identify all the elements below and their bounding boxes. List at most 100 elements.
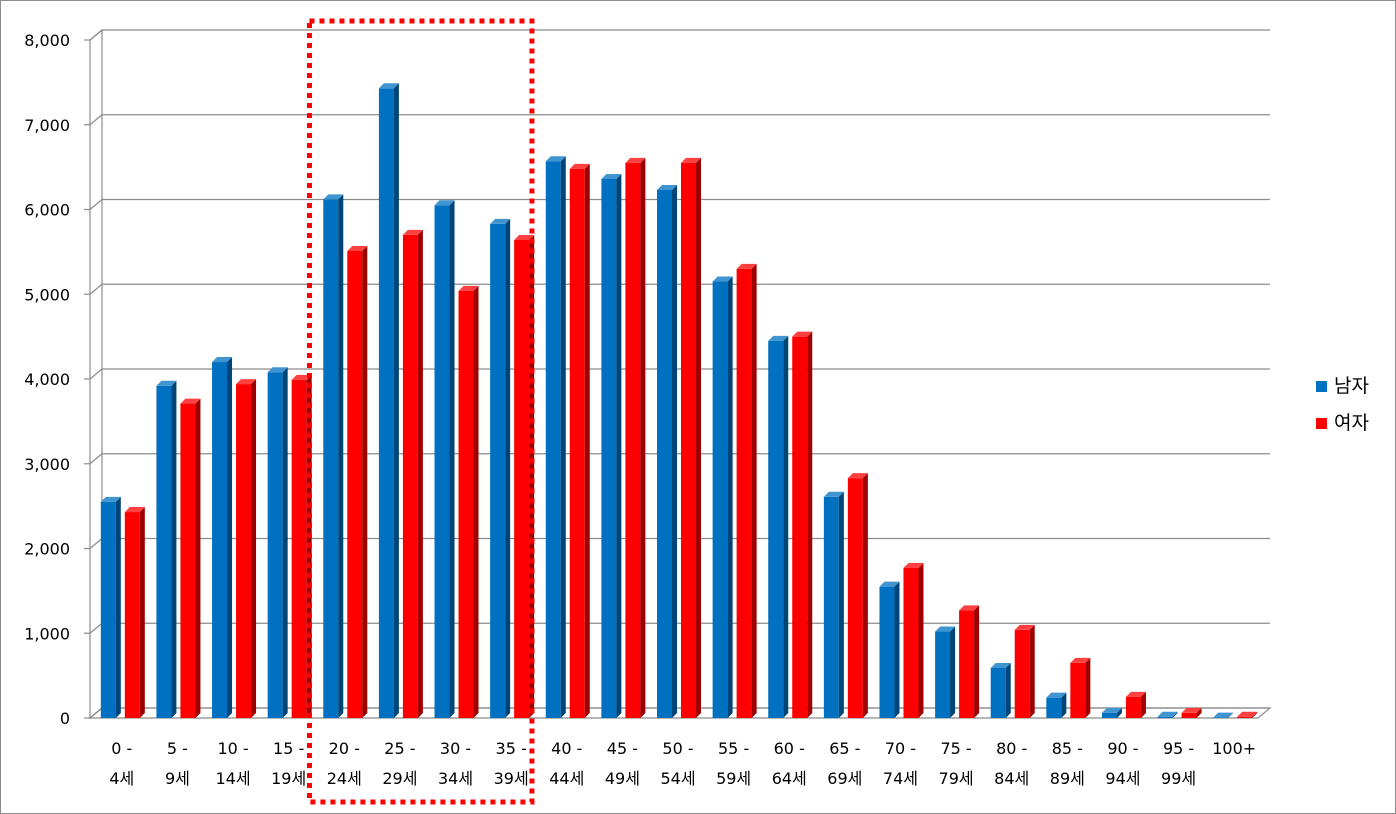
legend-swatch — [1316, 418, 1327, 429]
bar-side — [894, 581, 900, 718]
bar-top — [180, 398, 201, 404]
bar-front — [657, 190, 672, 718]
highlight-box — [306, 18, 535, 805]
bar — [935, 626, 956, 718]
gridline-depth — [89, 199, 103, 210]
bar-top — [847, 473, 868, 479]
gridline-depth — [89, 538, 103, 549]
x-tick-label: 85 - — [1052, 739, 1083, 758]
bar — [768, 335, 789, 718]
bar-side — [362, 246, 368, 718]
bar-front — [569, 168, 585, 718]
bar-top — [569, 163, 590, 169]
x-tick-label: 19세 — [271, 769, 306, 788]
bar-front — [823, 496, 839, 718]
bar-top — [959, 605, 980, 611]
y-tick-label: 5,000 — [24, 285, 70, 304]
bar-front — [1237, 716, 1253, 718]
bar-side — [1085, 657, 1091, 718]
bar-front — [681, 162, 696, 718]
x-tick-label: 65 - — [829, 739, 860, 758]
x-tick-label: 50 - — [662, 739, 693, 758]
bar — [1157, 711, 1178, 718]
gridline-depth — [89, 283, 103, 295]
bar-front — [935, 631, 951, 718]
bar-side — [584, 163, 590, 718]
x-tick-label: 75 - — [940, 739, 971, 758]
bar — [1101, 707, 1122, 718]
bar-top — [712, 276, 733, 282]
bar-side — [195, 398, 201, 718]
gridline-depth — [89, 114, 103, 126]
bar-side — [393, 83, 399, 719]
y-axis-labels: 0 1,000 2,000 3,000 4,000 5,000 6,000 7,000 8,00… — [24, 31, 70, 728]
bar-front — [736, 268, 752, 718]
bar-top — [935, 626, 956, 632]
bar-top — [402, 229, 423, 235]
y-tick-label: 4,000 — [24, 370, 70, 389]
bar-front — [236, 384, 252, 718]
bar — [959, 605, 980, 718]
bar-side — [227, 357, 233, 718]
bar-side — [640, 157, 646, 718]
bar-top — [736, 263, 757, 269]
bar-top — [903, 562, 924, 568]
bar-front — [959, 610, 975, 718]
bar-top — [1157, 711, 1178, 717]
bar-side — [783, 335, 789, 718]
x-tick-label: 60 - — [774, 739, 805, 758]
bar — [236, 379, 257, 718]
bar — [569, 163, 590, 718]
bar — [1213, 712, 1234, 718]
x-tick-label: 40 - — [551, 739, 582, 758]
bar-top — [1046, 692, 1067, 698]
bar-front — [625, 162, 641, 718]
bar-side — [338, 194, 344, 718]
x-tick-label: 0 - — [111, 739, 132, 758]
bar-front — [100, 501, 116, 718]
bar-front — [1014, 629, 1030, 718]
bar-top — [792, 331, 813, 337]
bar-top — [1014, 624, 1035, 630]
bar-top — [212, 357, 233, 363]
bar-front — [291, 379, 307, 718]
bar-side — [1029, 624, 1035, 718]
x-tick-label: 54세 — [660, 769, 695, 788]
bar-top — [490, 218, 511, 224]
x-tick-label: 74세 — [883, 769, 918, 788]
bar-side — [1172, 711, 1178, 718]
bar — [545, 156, 566, 718]
bar — [100, 496, 121, 718]
bar — [378, 83, 399, 719]
x-tick-label: 100+ — [1212, 739, 1256, 758]
bar — [1125, 691, 1146, 718]
bar-top — [601, 173, 622, 179]
x-tick-label: 10 - — [217, 739, 248, 758]
bar-front — [1181, 712, 1197, 718]
bar-side — [1228, 712, 1234, 718]
bar — [124, 507, 145, 718]
bar-side — [1061, 692, 1067, 718]
bar-top — [236, 379, 257, 385]
x-tick-label: 5 - — [167, 739, 188, 758]
bar-front — [545, 161, 561, 718]
x-tick-label: 69세 — [827, 769, 862, 788]
y-tick-label: 7,000 — [24, 116, 70, 135]
x-tick-label: 70 - — [885, 739, 916, 758]
bar-side — [251, 379, 257, 718]
bar-front — [903, 567, 919, 718]
bar-top — [291, 374, 312, 380]
bar-side — [1196, 707, 1202, 718]
bar-side — [838, 491, 844, 718]
bar-top — [156, 380, 177, 386]
x-tick-label: 45 - — [607, 739, 638, 758]
x-tick-label: 79세 — [939, 769, 974, 788]
x-tick-label: 25 - — [384, 739, 415, 758]
bar-front — [990, 667, 1006, 718]
bar-front — [124, 512, 140, 718]
bar — [1181, 707, 1202, 718]
gridline-depth — [89, 29, 103, 41]
x-tick-label: 9세 — [165, 769, 190, 788]
bar-front — [879, 586, 895, 718]
x-tick-label: 29세 — [382, 769, 417, 788]
